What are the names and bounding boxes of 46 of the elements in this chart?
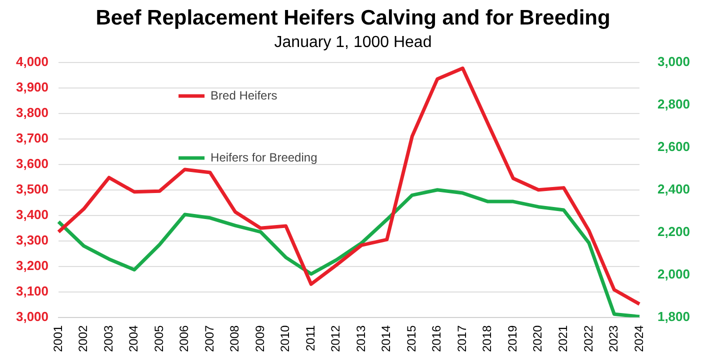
x-tick-label: 2014 [379, 324, 394, 352]
chart-title: Beef Replacement Heifers Calving and for Breeding [96, 6, 610, 30]
y2-tick-label: 2,400 [657, 181, 690, 196]
y2-tick-label: 1,800 [657, 308, 690, 324]
x-tick-label: 2023 [606, 324, 621, 352]
chart-subtitle: January 1, 1000 Head [274, 34, 432, 52]
x-tick-label: 2005 [152, 324, 166, 352]
x-tick-label: 2003 [101, 324, 116, 352]
y-tick-label: 3,100 [16, 283, 49, 298]
y2-tick-label: 2,600 [657, 138, 690, 154]
x-tick-label: 2019 [505, 324, 520, 352]
x-tick-label: 2021 [556, 324, 570, 352]
x-tick-label: 2004 [126, 324, 141, 352]
y-tick-label: 3,000 [16, 308, 49, 324]
x-tick-label: 2017 [454, 324, 469, 352]
y-tick-label: 3,500 [16, 181, 49, 196]
x-tick-label: 2011 [303, 324, 318, 352]
y-tick-label: 3,600 [16, 156, 49, 171]
x-tick-label: 2001 [50, 324, 65, 352]
x-tick-label: 2016 [430, 324, 444, 352]
x-tick-label: 2012 [328, 324, 343, 352]
y2-tick-label: 3,000 [657, 54, 690, 69]
y-tick-label: 3,900 [16, 79, 49, 94]
y-tick-label: 3,400 [16, 206, 49, 222]
x-tick-label: 2018 [480, 324, 494, 352]
x-tick-label: 2010 [278, 324, 292, 352]
x-tick-label: 2015 [404, 324, 418, 352]
x-tick-label: 2002 [76, 324, 90, 352]
y-tick-label: 3,700 [16, 130, 49, 146]
x-tick-label: 2006 [177, 324, 192, 352]
y2-tick-label: 2,800 [657, 96, 690, 112]
x-tick-label: 2009 [252, 324, 267, 352]
y-tick-label: 3,800 [16, 104, 49, 120]
y-tick-label: 3,200 [16, 258, 49, 273]
legend-label: Bred Heifers [210, 88, 278, 102]
x-tick-label: 2024 [632, 324, 646, 352]
y2-tick-label: 2,200 [657, 224, 690, 239]
y-tick-label: 4,000 [16, 54, 49, 69]
x-tick-label: 2007 [202, 324, 216, 352]
y2-tick-label: 2,000 [657, 266, 690, 282]
x-tick-label: 2013 [354, 324, 368, 352]
x-tick-label: 2008 [228, 324, 242, 352]
x-tick-label: 2022 [581, 324, 596, 352]
x-tick-label: 2020 [530, 324, 545, 352]
y-tick-label: 3,300 [16, 232, 49, 248]
legend-label: Heifers for Breeding [210, 150, 318, 164]
